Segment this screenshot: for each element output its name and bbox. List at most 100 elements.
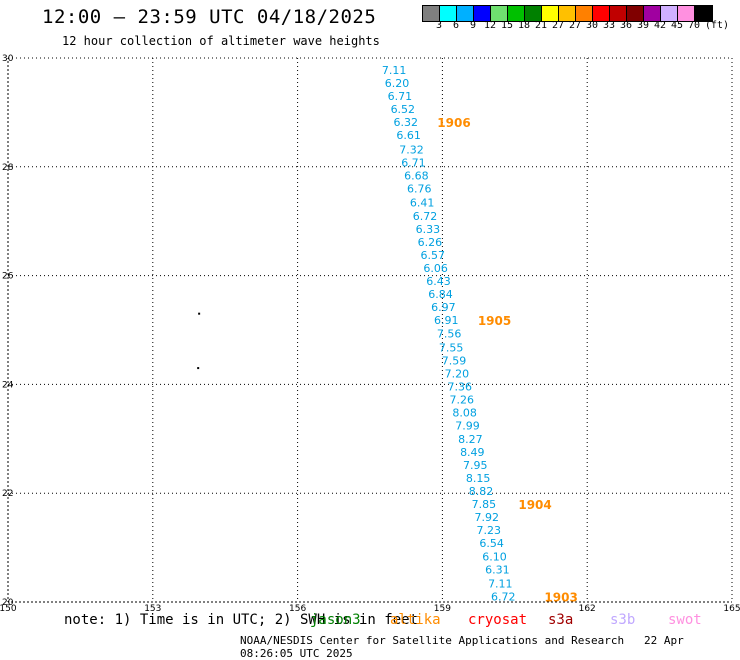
wave-height-label: 8.15 xyxy=(466,472,491,485)
legend-item-jason3: jason3 xyxy=(310,612,361,628)
color-scale-bar xyxy=(422,5,713,22)
chart-title: 12:00 – 23:59 UTC 04/18/2025 xyxy=(42,6,377,28)
wave-height-label: 6.97 xyxy=(431,301,456,314)
chart-subtitle: 12 hour collection of altimeter wave hei… xyxy=(62,34,380,48)
wave-height-label: 7.20 xyxy=(445,368,470,381)
wave-height-label: 6.32 xyxy=(393,116,418,129)
color-swatch xyxy=(457,6,474,21)
data-point xyxy=(198,312,201,315)
credit-footer: NOAA/NESDIS Center for Satellite Applica… xyxy=(240,634,740,660)
wave-height-label: 6.33 xyxy=(416,223,441,236)
color-scale-label: 9 xyxy=(469,20,477,31)
color-scale-label: 39 xyxy=(636,20,650,31)
color-swatch xyxy=(423,6,440,21)
color-swatch xyxy=(440,6,457,21)
color-scale-label: 45 xyxy=(670,20,684,31)
color-swatch xyxy=(508,6,525,21)
wave-height-label: 7.92 xyxy=(475,511,500,524)
x-tick-label: 153 xyxy=(144,604,161,614)
wave-height-label: 7.36 xyxy=(448,381,473,394)
color-swatch xyxy=(661,6,678,21)
credit-text: NOAA/NESDIS Center for Satellite Applica… xyxy=(240,634,625,647)
legend-item-s3b: s3b xyxy=(610,612,636,628)
color-swatch xyxy=(542,6,559,21)
x-tick-label: 165 xyxy=(723,604,740,614)
wave-height-label: 6.68 xyxy=(404,170,429,183)
color-swatch xyxy=(593,6,610,21)
color-scale-label: 27 xyxy=(568,20,582,31)
wave-height-label: 6.26 xyxy=(418,236,443,249)
plot-frame xyxy=(7,57,733,603)
color-swatch xyxy=(474,6,491,21)
wave-height-label: 6.52 xyxy=(391,103,416,116)
wave-height-label: 7.95 xyxy=(463,459,488,472)
y-tick-label: 24 xyxy=(2,380,14,390)
x-tick-label: 150 xyxy=(0,604,17,614)
color-scale-labels: 3 6 9 12 15 18 21 27 27 30 33 36 39 42 45 70 (ft) xyxy=(422,20,740,34)
color-swatch xyxy=(559,6,576,21)
wave-height-label: 7.23 xyxy=(476,524,501,537)
legend-item-altika: altika xyxy=(390,612,441,628)
color-swatch xyxy=(695,6,712,21)
wave-height-label: 6.84 xyxy=(428,288,453,301)
color-scale-label: 15 xyxy=(500,20,514,31)
legend-item-swot: swot xyxy=(668,612,702,628)
wave-height-label: 6.10 xyxy=(482,550,507,563)
color-scale-label: 36 xyxy=(619,20,633,31)
wave-height-label: 7.11 xyxy=(382,64,407,77)
x-tick-label: 159 xyxy=(434,604,451,614)
wave-height-label: 6.71 xyxy=(401,156,426,169)
wave-height-label: 6.91 xyxy=(434,314,459,327)
wave-height-label: 6.72 xyxy=(491,591,516,604)
color-swatch xyxy=(678,6,695,21)
color-scale-label: (ft) xyxy=(704,20,730,31)
x-tick-label: 156 xyxy=(289,604,306,614)
wave-height-label: 6.54 xyxy=(479,537,504,550)
wave-height-label: 7.56 xyxy=(437,327,462,340)
y-tick-label: 28 xyxy=(2,163,14,173)
wave-height-label: 6.72 xyxy=(413,210,438,223)
color-scale-label: 42 xyxy=(653,20,667,31)
pass-time-label: 1905 xyxy=(478,314,511,328)
wave-height-label: 7.26 xyxy=(449,394,474,407)
color-scale-label: 3 xyxy=(435,20,443,31)
wave-height-label: 7.11 xyxy=(488,578,513,591)
color-swatch xyxy=(627,6,644,21)
y-tick-label: 26 xyxy=(2,272,14,282)
color-scale-label: 12 xyxy=(483,20,497,31)
y-tick-label: 30 xyxy=(2,54,14,64)
pass-time-label: 1906 xyxy=(437,116,470,130)
color-swatch xyxy=(644,6,661,21)
color-scale-label: 33 xyxy=(602,20,616,31)
legend-item-s3a: s3a xyxy=(548,612,574,628)
x-tick-label: 162 xyxy=(579,604,596,614)
pass-time-label: 1903 xyxy=(544,591,577,605)
wave-height-label: 8.82 xyxy=(469,485,494,498)
color-scale-label: 70 xyxy=(687,20,701,31)
wave-height-label: 8.27 xyxy=(458,433,483,446)
color-scale-label: 30 xyxy=(585,20,599,31)
color-scale-label: 6 xyxy=(452,20,460,31)
footnote: note: 1) Time is in UTC; 2) SWH is in fe… xyxy=(64,612,419,628)
wave-height-label: 7.32 xyxy=(399,143,424,156)
wave-height-label: 7.59 xyxy=(442,354,467,367)
wave-height-label: 6.43 xyxy=(426,275,451,288)
wave-height-label: 6.61 xyxy=(396,129,421,142)
wave-height-label: 8.08 xyxy=(452,407,477,420)
pass-time-label: 1904 xyxy=(518,498,551,512)
color-scale-label: 21 xyxy=(534,20,548,31)
wave-height-label: 6.20 xyxy=(385,77,410,90)
wave-height-label: 7.99 xyxy=(455,420,480,433)
color-swatch xyxy=(576,6,593,21)
color-swatch xyxy=(491,6,508,21)
wave-height-label: 7.55 xyxy=(439,341,464,354)
color-swatch xyxy=(525,6,542,21)
color-scale-label: 18 xyxy=(517,20,531,31)
y-tick-label: 22 xyxy=(2,489,13,499)
wave-height-label: 6.76 xyxy=(407,183,432,196)
legend-item-cryosat: cryosat xyxy=(468,612,528,628)
wave-height-label: 6.71 xyxy=(388,90,413,103)
wave-height-label: 6.06 xyxy=(423,262,448,275)
wave-height-label: 7.85 xyxy=(472,498,497,511)
